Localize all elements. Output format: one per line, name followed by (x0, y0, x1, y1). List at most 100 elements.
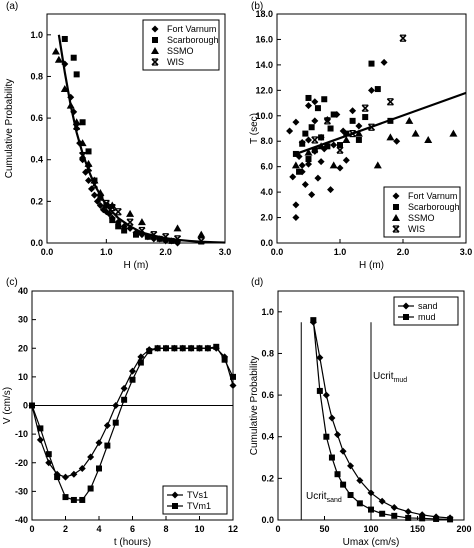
y-tick-label: 40 (18, 286, 28, 296)
data-point (305, 102, 312, 110)
data-point (168, 237, 175, 244)
panel-c: (c) -40 -30 -20 -10 0 10 20 30 40 0 2 4 6 8 10 12 t (hour… (2, 277, 238, 548)
data-point (301, 180, 309, 188)
data-point (337, 142, 343, 149)
data-point (342, 135, 351, 143)
y-tick-label: 12.0 (255, 85, 273, 95)
data-point (311, 147, 318, 154)
data-point (79, 496, 86, 503)
data-point (355, 136, 362, 143)
x-tick-label: 10 (194, 524, 204, 534)
data-point (62, 494, 69, 501)
data-point (51, 47, 60, 55)
data-point (37, 425, 44, 432)
data-point (404, 508, 412, 516)
data-point (327, 186, 335, 194)
data-point (356, 500, 363, 507)
data-point-stroke (114, 208, 122, 216)
data-point (87, 485, 94, 492)
data-point (85, 148, 92, 155)
y-tick-label: 0.2 (261, 473, 274, 483)
legend-marker (152, 37, 158, 43)
x-axis-label: t (hours) (114, 537, 151, 548)
data-point (73, 71, 80, 78)
panel-b: (b) 0.0 2.0 4.0 6.0 8.0 10.0 12.0 14.0 16.0 18.0 0.… (249, 1, 472, 271)
x-tick-label: 0 (275, 524, 280, 534)
data-point (104, 442, 111, 449)
series-line (312, 320, 451, 520)
data-point (390, 504, 398, 512)
data-point (316, 387, 323, 394)
y-tick-label: 4.0 (260, 187, 273, 197)
data-point (368, 506, 374, 513)
data-point (356, 476, 364, 484)
data-point (108, 204, 116, 212)
data-point (54, 474, 61, 481)
data-point (368, 60, 375, 67)
x-tick-label: 0.0 (271, 247, 284, 257)
data-point (95, 439, 103, 447)
data-point (45, 451, 52, 458)
y-tick-label: 0.0 (30, 238, 43, 248)
annotation-text: Ucrit (373, 371, 394, 382)
data-point (323, 116, 331, 124)
data-point (323, 117, 331, 125)
data-point (374, 86, 381, 93)
y-tick-label: 0.0 (260, 238, 273, 248)
y-tick-label: 0.2 (30, 196, 43, 206)
x-tick-label: 8 (163, 524, 168, 534)
series-ssmo (291, 116, 458, 169)
data-point (121, 227, 128, 234)
annotation-label: Ucritsand (306, 491, 342, 504)
data-point (292, 201, 300, 209)
data-point (112, 402, 120, 409)
legend-label: Fort Varnum (167, 24, 216, 34)
data-point-stroke (361, 104, 369, 112)
x-tick-label: 1.0 (334, 247, 347, 257)
data-point (310, 317, 317, 324)
legend-marker (392, 214, 400, 221)
y-tick-label: 18.0 (255, 9, 273, 19)
data-point (405, 116, 414, 124)
data-point (304, 148, 313, 156)
data-point (115, 223, 122, 230)
data-point (318, 134, 325, 141)
data-point (230, 373, 236, 380)
data-point (317, 158, 325, 166)
legend-marker (172, 503, 178, 509)
data-point (354, 129, 363, 137)
data-point (379, 510, 386, 517)
data-point (311, 117, 319, 125)
data-point (88, 185, 95, 193)
data-point (336, 146, 344, 154)
legend-marker (171, 491, 179, 499)
data-point (61, 60, 69, 68)
panel-label: (a) (6, 1, 18, 12)
data-point (314, 174, 322, 182)
data-point (109, 217, 116, 224)
x-tick-label: 100 (363, 524, 378, 534)
data-point (330, 141, 338, 149)
legend-box (162, 485, 228, 515)
y-tick-label: 10 (18, 372, 28, 382)
y-tick-label: 0.8 (261, 348, 274, 358)
data-point (87, 453, 95, 461)
data-point (305, 160, 312, 168)
data-point (229, 381, 237, 389)
data-point-stroke (336, 146, 344, 154)
panel-label: (b) (251, 1, 263, 12)
data-point (349, 117, 356, 124)
data-point (433, 515, 440, 522)
data-point (323, 433, 330, 440)
data-point (339, 447, 347, 455)
data-point (126, 209, 135, 217)
y-tick-label: 6.0 (260, 162, 273, 172)
data-point (289, 173, 297, 181)
data-point (342, 156, 350, 164)
data-point (54, 55, 63, 63)
data-point (308, 124, 315, 131)
y-tick-label: 30 (18, 315, 28, 325)
legend-marker (392, 192, 400, 200)
